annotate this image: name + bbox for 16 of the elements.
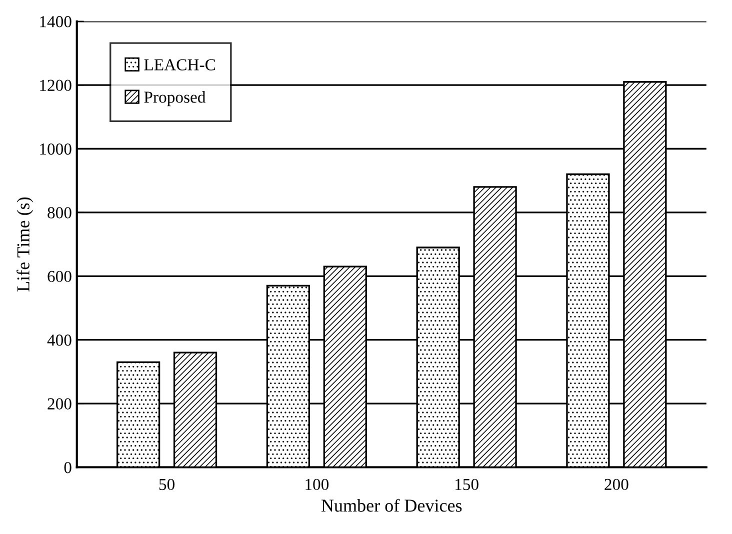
y-axis-title: Life Time (s) xyxy=(16,197,34,292)
y-tick-label: 200 xyxy=(48,398,72,410)
y-tick-label: 800 xyxy=(48,207,72,218)
x-tick-label: 50 xyxy=(159,478,174,490)
y-tick-label: 1200 xyxy=(40,80,72,92)
x-tick-label: 200 xyxy=(604,478,628,490)
x-axis-title: Number of Devices xyxy=(321,498,462,512)
y-tick-label: 1000 xyxy=(40,143,72,155)
y-tick-label: 0 xyxy=(64,462,72,474)
y-tick-label: 400 xyxy=(47,334,72,346)
x-tick-label: 150 xyxy=(456,478,478,490)
legend-label: Proposed xyxy=(144,91,206,106)
y-tick-label: 600 xyxy=(48,270,72,282)
legend-label: LEACH-C xyxy=(144,59,216,70)
y-tick-label: 1400 xyxy=(40,16,72,28)
x-tick-label: 100 xyxy=(306,478,329,490)
